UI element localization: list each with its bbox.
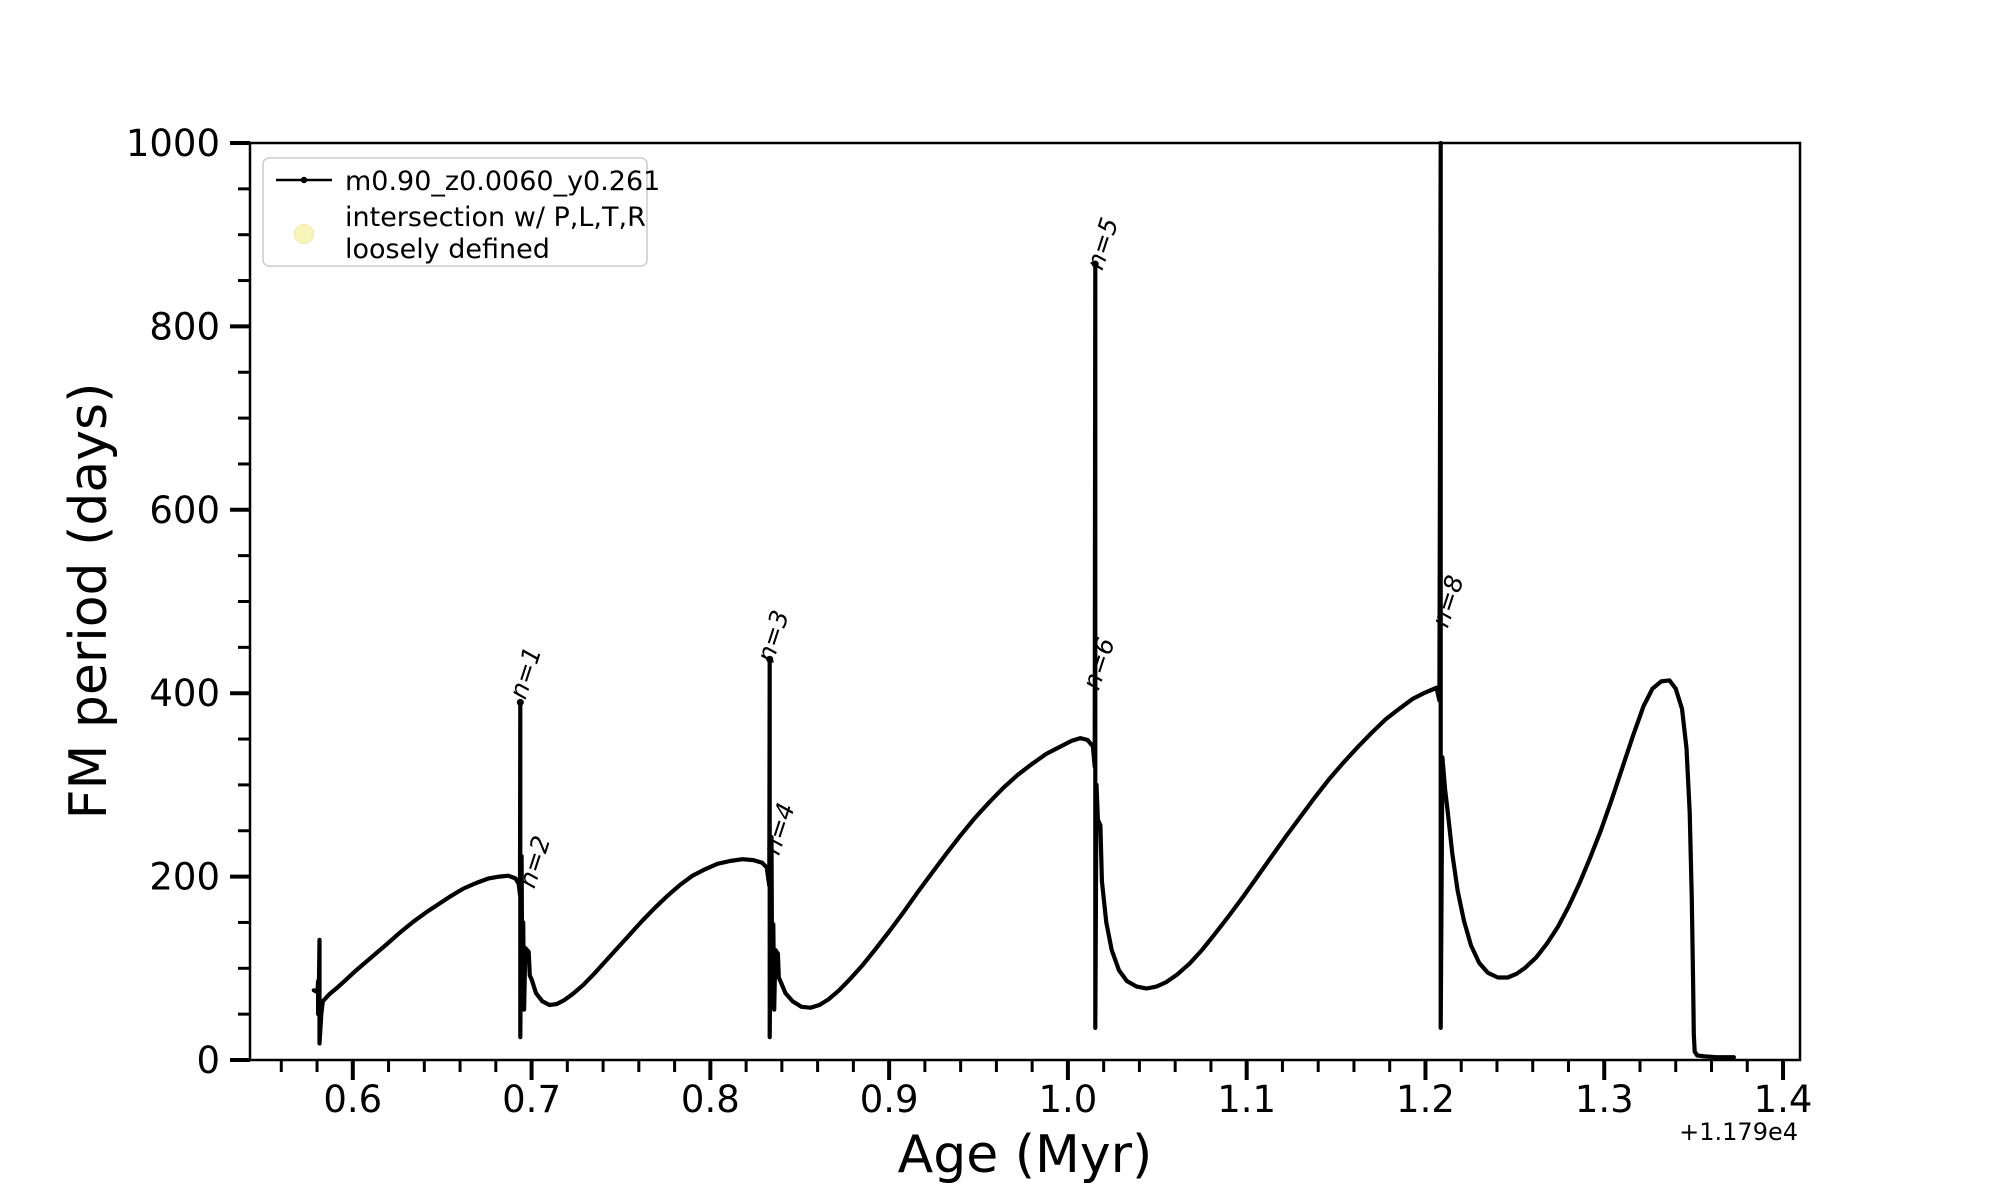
annotation-n3: n=3 bbox=[751, 607, 795, 666]
x-tick-label: 0.7 bbox=[502, 1078, 561, 1121]
axis-ticks: 0.6 0.7 0.8 0.9 1.0 1.1 1.2 1.3 1.4 0 200 400 600 800… bbox=[126, 122, 1813, 1121]
x-tick-label: 0.6 bbox=[323, 1078, 382, 1121]
legend-entry2-label-line2: loosely defined bbox=[345, 234, 550, 265]
legend-entry2-label-line1: intersection w/ P,L,T,R bbox=[345, 202, 646, 233]
y-tick-label: 1000 bbox=[126, 122, 220, 165]
x-axis-label: Age (Myr) bbox=[898, 1125, 1153, 1185]
axes-spines bbox=[248, 141, 1802, 1062]
spike-top-marker bbox=[766, 655, 774, 663]
y-tick-label: 800 bbox=[149, 305, 220, 348]
legend-line-marker bbox=[300, 176, 308, 184]
annotation-n1: n=1 bbox=[503, 643, 547, 702]
x-tick-label: 0.8 bbox=[681, 1078, 740, 1121]
legend-entry1-label: m0.90_z0.0060_y0.261 bbox=[345, 166, 660, 197]
x-tick-label: 1.2 bbox=[1396, 1078, 1455, 1121]
y-tick-label: 0 bbox=[196, 1039, 220, 1082]
x-tick-label: 1.0 bbox=[1038, 1078, 1097, 1121]
x-tick-label: 1.3 bbox=[1575, 1078, 1634, 1121]
legend-frame bbox=[262, 157, 648, 267]
annotation-n5: n=5 bbox=[1080, 214, 1124, 273]
axis-offset-label: +1.179e4 bbox=[1679, 1118, 1798, 1146]
y-tick-label: 600 bbox=[149, 489, 220, 532]
y-axis-label: FM period (days) bbox=[59, 383, 119, 820]
x-tick-label: 1.4 bbox=[1754, 1078, 1813, 1121]
y-tick-label: 400 bbox=[149, 672, 220, 715]
legend: m0.90_z0.0060_y0.261 intersection w/ P,L… bbox=[262, 157, 660, 267]
data-curve bbox=[311, 140, 1736, 1060]
data-curve-group bbox=[311, 140, 1736, 1060]
annotation-n4: n=4 bbox=[757, 799, 801, 858]
annotation-n8: n=8 bbox=[1426, 572, 1470, 631]
annotation-n6: n=6 bbox=[1077, 634, 1121, 693]
spike-top-marker bbox=[516, 698, 524, 706]
x-tick-label: 0.9 bbox=[860, 1078, 919, 1121]
x-tick-label: 1.1 bbox=[1217, 1078, 1276, 1121]
legend-intersection-marker bbox=[294, 224, 314, 244]
y-tick-label: 200 bbox=[149, 856, 220, 899]
spike-top-marker bbox=[1091, 260, 1099, 268]
pulse-annotations: n=1n=2n=3n=4n=5n=6n=8 bbox=[503, 214, 1469, 891]
